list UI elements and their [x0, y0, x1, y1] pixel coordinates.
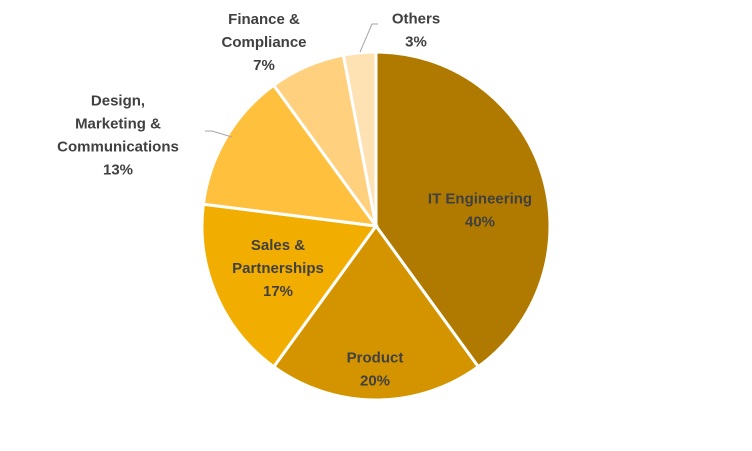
slice-label-it-engineering: IT Engineering 40%: [428, 190, 532, 230]
slice-value-label: 17%: [263, 283, 293, 300]
pie-slice-others: [341, 50, 378, 227]
slice-value-label: 40%: [465, 213, 495, 230]
slice-category-label: Compliance: [221, 34, 306, 51]
slice-category-label: Others: [392, 10, 440, 27]
slice-category-label: Sales &: [251, 237, 305, 254]
slice-category-label: IT Engineering: [428, 190, 532, 207]
pie-slice-it-engineering: [374, 50, 552, 369]
slice-label-finance-compliance: Finance & Compliance 7%: [221, 11, 306, 74]
leader-lines: [205, 23, 378, 138]
slice-category-label: Marketing &: [75, 115, 161, 132]
slice-category-label: Partnerships: [232, 260, 324, 277]
slice-category-label: Finance &: [228, 11, 300, 28]
slice-label-sales-partnerships: Sales & Partnerships 17%: [232, 237, 324, 300]
slice-label-product: Product 20%: [347, 349, 404, 389]
leader-line-others: [359, 23, 378, 53]
slice-label-others: Others 3%: [392, 10, 440, 50]
slice-value-label: 13%: [103, 161, 133, 178]
slice-labels: IT Engineering 40% Product 20% Sales & Partne…: [57, 10, 532, 389]
pie-slice-design-marketing-communications: [201, 83, 380, 228]
slice-value-label: 20%: [360, 372, 390, 389]
pie-slice-product: [271, 223, 481, 402]
slice-category-label: Product: [347, 349, 404, 366]
slice-category-label: Communications: [57, 138, 179, 155]
slice-value-label: 3%: [405, 33, 427, 50]
slice-value-label: 7%: [253, 57, 275, 74]
slice-label-design-marketing-communications: Design, Marketing & Communications 13%: [57, 92, 179, 178]
pie-slices: [200, 50, 552, 402]
slice-category-label: Design,: [91, 92, 145, 109]
leader-line-design-marketing-communications: [205, 130, 233, 138]
pie-slice-sales-partnerships: [200, 202, 379, 369]
